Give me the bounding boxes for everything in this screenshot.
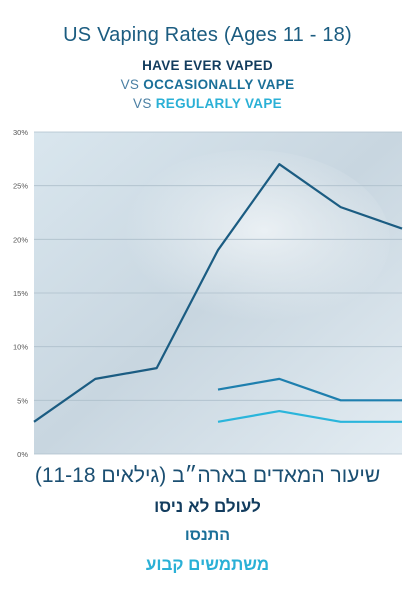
hebrew-title: שיעור המאדים בארה״ב (גילאים 11-18)	[34, 464, 381, 487]
series-lines	[33, 163, 403, 423]
hebrew-legend-ever: לעולם לא ניסו	[154, 497, 261, 516]
y-tick-label: 30%	[13, 128, 28, 137]
line-chart: 0%5%10%15%20%25%30% 20112012201320142015…	[13, 128, 403, 459]
hebrew-legend-regular: משתמשים קבוע	[145, 555, 270, 574]
series-line-ever	[33, 163, 403, 423]
grid	[34, 131, 402, 455]
y-tick-label: 5%	[17, 396, 28, 405]
smoke-decoration	[110, 150, 390, 330]
subtitle-prefix: VS	[120, 77, 144, 92]
series-line-occasional	[217, 377, 402, 402]
y-tick-label: 15%	[13, 289, 28, 298]
y-axis-ticks: 0% 5% 10% 15% 20% 25% 30%	[13, 128, 28, 459]
hebrew-legend-occasional: התנסו	[184, 527, 231, 544]
y-tick-label: 20%	[13, 235, 28, 244]
subtitle-occasionally-vape: VS OCCASIONALLY VAPE	[0, 77, 415, 92]
subtitle-ever-vaped: HAVE EVER VAPED	[0, 58, 415, 73]
y-tick-label: 10%	[13, 343, 28, 352]
y-tick-label: 25%	[13, 182, 28, 191]
chart-title: US Vaping Rates (Ages 11 - 18)	[63, 24, 352, 46]
subtitle-text: HAVE EVER VAPED	[142, 58, 273, 73]
y-tick-label: 0%	[17, 450, 28, 459]
subtitle-text: REGULARLY VAPE	[155, 96, 282, 111]
subtitle-regularly-vape: VS REGULARLY VAPE	[0, 96, 415, 111]
subtitle-text: OCCASIONALLY VAPE	[143, 77, 295, 92]
series-line-regular	[217, 409, 402, 423]
subtitle-prefix: VS	[133, 96, 156, 111]
